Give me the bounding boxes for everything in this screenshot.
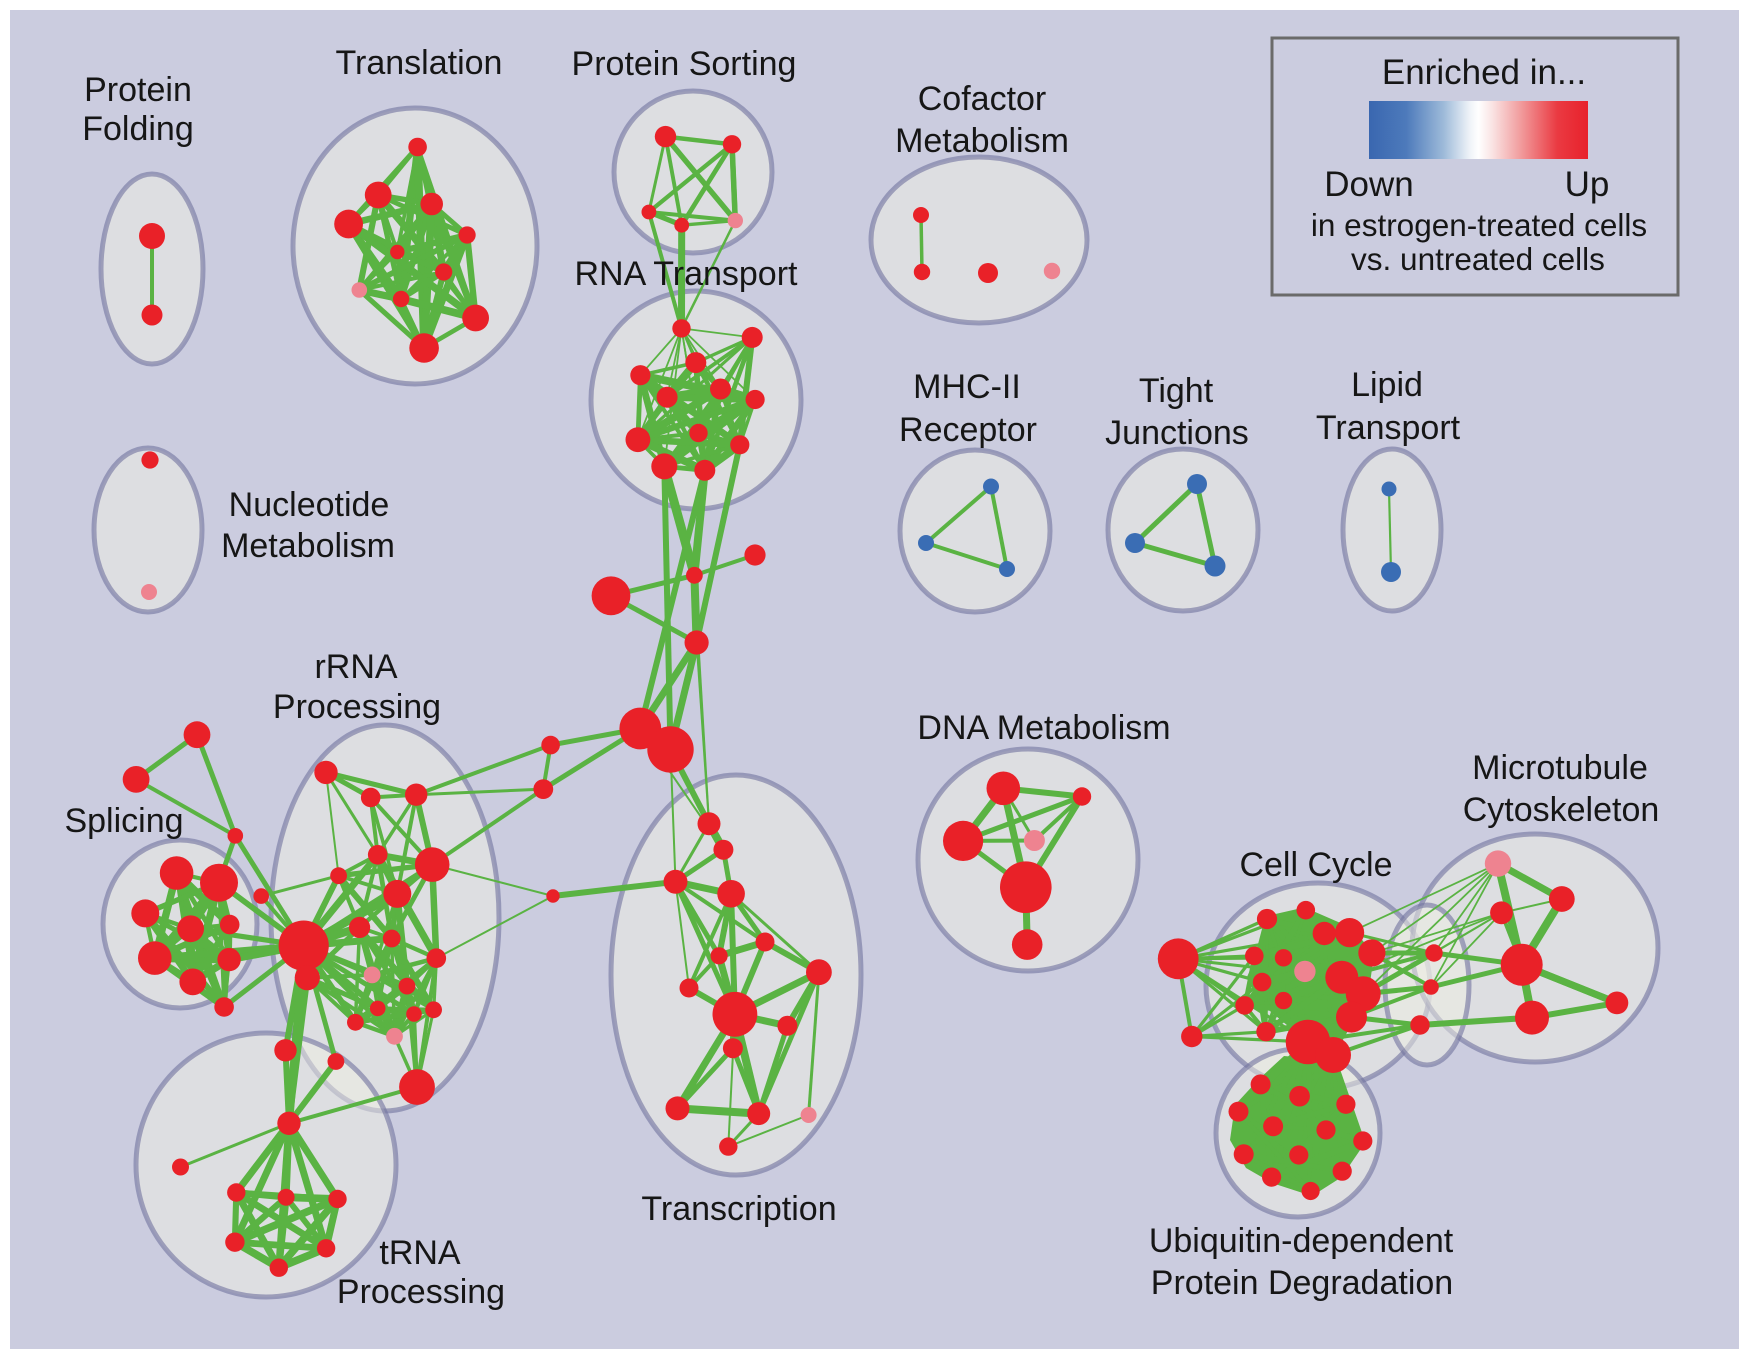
svg-text:DNA Metabolism: DNA Metabolism (917, 709, 1170, 747)
svg-text:Protein Degradation: Protein Degradation (1151, 1264, 1453, 1302)
svg-text:RNA Transport: RNA Transport (575, 255, 799, 293)
svg-text:Ubiquitin-dependent: Ubiquitin-dependent (1149, 1222, 1454, 1260)
svg-text:Protein Sorting: Protein Sorting (572, 45, 797, 83)
svg-text:Metabolism: Metabolism (221, 527, 395, 565)
svg-text:Processing: Processing (273, 688, 441, 726)
svg-text:Metabolism: Metabolism (895, 122, 1069, 160)
svg-text:Cytoskeleton: Cytoskeleton (1463, 791, 1660, 829)
svg-text:Down: Down (1324, 165, 1413, 204)
svg-text:Transport: Transport (1316, 409, 1461, 447)
svg-text:Processing: Processing (337, 1273, 505, 1311)
svg-text:tRNA: tRNA (379, 1234, 461, 1272)
svg-text:in estrogen-treated cells: in estrogen-treated cells (1311, 207, 1647, 243)
svg-text:Folding: Folding (82, 110, 194, 148)
svg-text:Protein: Protein (84, 71, 192, 109)
svg-text:Receptor: Receptor (899, 411, 1037, 449)
svg-text:MHC-II: MHC-II (913, 368, 1021, 406)
svg-text:Up: Up (1565, 165, 1610, 204)
svg-text:Lipid: Lipid (1351, 366, 1423, 404)
svg-text:Splicing: Splicing (64, 802, 183, 840)
svg-text:vs. untreated cells: vs. untreated cells (1351, 241, 1605, 277)
svg-text:Cell Cycle: Cell Cycle (1239, 846, 1392, 884)
svg-text:rRNA: rRNA (314, 648, 397, 686)
svg-text:Translation: Translation (336, 44, 503, 82)
svg-text:Cofactor: Cofactor (918, 80, 1047, 118)
svg-text:Nucleotide: Nucleotide (229, 486, 390, 524)
svg-text:Enriched in...: Enriched in... (1382, 53, 1586, 92)
svg-text:Tight: Tight (1139, 372, 1214, 410)
svg-text:Junctions: Junctions (1105, 414, 1249, 452)
svg-text:Transcription: Transcription (641, 1190, 836, 1228)
svg-text:Microtubule: Microtubule (1472, 749, 1648, 787)
